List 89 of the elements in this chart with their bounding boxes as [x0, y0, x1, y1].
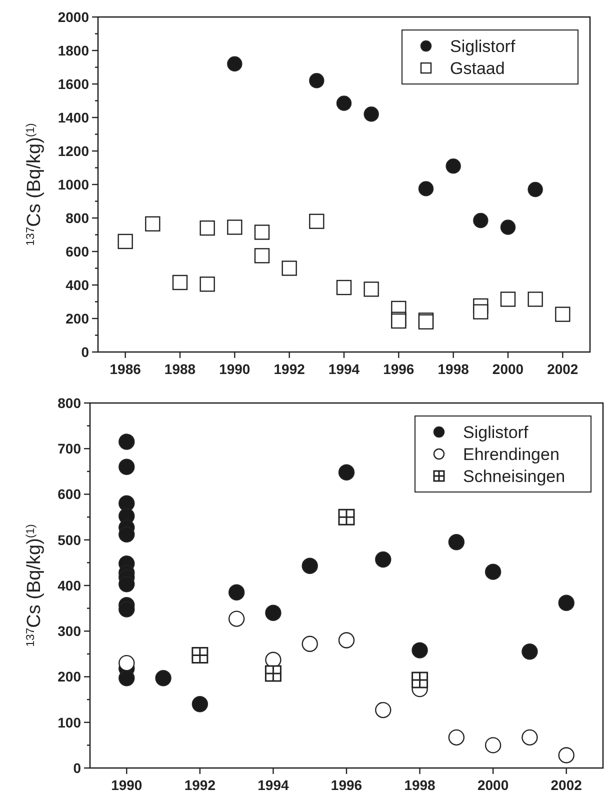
point [338, 508, 355, 526]
point [282, 260, 297, 276]
x-tick-label: 2000 [477, 777, 509, 793]
x-tick-label: 2000 [492, 361, 524, 377]
y-tick-label: 800 [58, 394, 82, 411]
y-tick-label: 1200 [58, 142, 90, 159]
y-tick-label: 2000 [58, 8, 90, 25]
y-tick-label: 800 [66, 210, 90, 226]
point [192, 647, 208, 664]
point [228, 584, 245, 600]
y-tick-label: 600 [66, 243, 90, 260]
point [172, 274, 188, 290]
legend-label: Gstaad [450, 58, 505, 78]
x-tick-label: 1992 [184, 777, 216, 793]
point [200, 276, 215, 292]
y-tick-label: 500 [58, 532, 82, 548]
y-tick-label: 1000 [58, 176, 90, 192]
x-tick-label: 1994 [258, 777, 289, 793]
y-tick-label: 300 [58, 623, 82, 640]
point [448, 534, 465, 550]
legend-label: Siglistorf [450, 36, 516, 56]
point [418, 181, 434, 196]
point [309, 73, 324, 88]
point [309, 214, 324, 229]
x-tick-label: 1996 [330, 777, 362, 793]
point [118, 458, 135, 475]
x-tick-label: 1990 [219, 361, 250, 377]
point [227, 56, 242, 72]
x-tick-label: 1994 [328, 361, 360, 377]
y-tick-label: 0 [81, 344, 90, 360]
y-tick-label: 400 [58, 577, 82, 594]
y-tick-label: 600 [58, 486, 82, 502]
point [254, 248, 270, 264]
point [336, 96, 352, 111]
point [118, 526, 135, 542]
point [500, 292, 516, 307]
y-tick-label: 400 [66, 276, 90, 293]
y-tick-label: 0 [73, 760, 82, 776]
point [473, 212, 488, 228]
point [192, 696, 208, 712]
y-tick-label: 200 [58, 668, 82, 685]
y-tick-label: 100 [58, 714, 82, 730]
y-tick-label: 700 [58, 440, 82, 457]
y-tick-label: 1400 [58, 109, 90, 126]
point [558, 594, 574, 611]
point [446, 158, 461, 174]
point [338, 464, 355, 480]
point [118, 601, 135, 618]
point [412, 642, 428, 658]
legend-label: Siglistorf [463, 422, 528, 442]
x-tick-label: 1996 [383, 361, 414, 377]
x-tick-label: 1992 [274, 361, 306, 377]
point [375, 551, 392, 568]
x-tick-label: 1986 [110, 361, 142, 377]
point [145, 216, 160, 232]
x-tick-label: 1998 [438, 361, 470, 377]
x-tick-label: 1988 [164, 361, 196, 377]
point [302, 558, 318, 574]
legend-label: Schneisingen [463, 466, 566, 486]
point [118, 654, 135, 672]
point [528, 292, 543, 307]
point [364, 106, 379, 122]
point [118, 576, 135, 592]
point [155, 670, 172, 686]
legend-label: Ehrendingen [463, 444, 560, 464]
point [264, 665, 282, 682]
point [265, 604, 282, 621]
x-tick-label: 1998 [404, 777, 436, 793]
point [227, 220, 242, 235]
y-tick-label: 1800 [58, 42, 90, 58]
point [118, 434, 135, 450]
point [364, 282, 379, 297]
point [555, 306, 570, 322]
y-tick-label: 1600 [58, 76, 90, 92]
y-tick-label: 200 [66, 310, 90, 326]
point [473, 304, 488, 320]
point [118, 670, 135, 686]
point [200, 220, 215, 236]
point [118, 234, 133, 250]
x-tick-label: 2002 [547, 361, 578, 377]
point [254, 224, 270, 240]
x-tick-label: 2002 [550, 777, 582, 793]
point [412, 672, 428, 688]
point [500, 220, 516, 235]
point [528, 182, 543, 198]
point [522, 644, 538, 660]
point [336, 280, 352, 296]
x-tick-label: 1990 [111, 777, 142, 793]
point [484, 564, 502, 580]
